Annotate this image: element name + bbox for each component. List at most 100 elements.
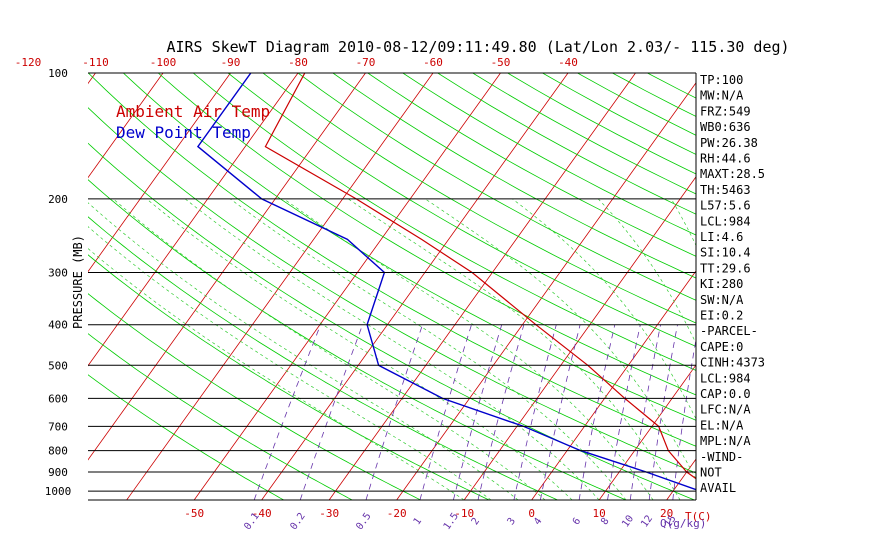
index-label: LCL:984 — [700, 371, 751, 385]
ambient-air-temp-line — [264, 73, 696, 480]
pressure-tick-label: 900 — [48, 466, 68, 479]
pressure-tick-label: 700 — [48, 420, 68, 433]
index-label: RH:44.6 — [700, 152, 751, 166]
index-label: CINH:4373 — [700, 356, 765, 370]
mixing-ratio-line — [783, 325, 797, 500]
moist-adiabat-line — [597, 198, 696, 345]
mixing-ratio-line — [578, 324, 616, 500]
mixing-ratio-tick-label: 6 — [571, 516, 583, 527]
mixing-ratio-line — [365, 324, 423, 500]
moist-adiabat-line — [88, 226, 492, 500]
dry-adiabat-line — [192, 73, 696, 371]
isotherm-line — [126, 73, 434, 500]
dry-adiabat-line — [88, 374, 284, 500]
pressure-tick-label: 600 — [48, 392, 68, 405]
dry-adiabat-line — [88, 293, 421, 500]
index-label: CAP:0.0 — [700, 387, 751, 401]
mixing-ratio-line — [648, 324, 678, 500]
isotherm-line — [0, 73, 28, 500]
isotherm-line — [261, 73, 569, 500]
isotherm-line — [396, 82, 696, 500]
index-label: TH:5463 — [700, 183, 751, 197]
index-label: CAPE:0 — [700, 340, 743, 354]
dry-adiabat-line — [227, 73, 696, 347]
dry-adiabat-line — [367, 73, 696, 257]
mixing-ratio-line — [419, 324, 472, 500]
pressure-tick-label: 300 — [48, 267, 68, 280]
dry-adiabat-line — [262, 73, 696, 324]
top-temp-tick-label: -40 — [558, 56, 578, 69]
isotherm-line — [193, 73, 501, 500]
pressure-tick-label: 200 — [48, 193, 68, 206]
isotherm-line — [88, 73, 366, 461]
mixing-ratio-tick-label: 4 — [532, 516, 544, 527]
mixing-ratio-tick-label: 0.5 — [354, 511, 373, 532]
dry-adiabat-line — [507, 73, 696, 175]
pressure-tick-label: 400 — [48, 319, 68, 332]
mixing-ratio-line — [513, 324, 557, 500]
mixing-ratio-tick-label: 10 — [620, 513, 636, 529]
top-temp-tick-label: -70 — [356, 56, 376, 69]
index-label: WB0:636 — [700, 120, 751, 134]
dry-adiabat-line — [88, 73, 696, 447]
mixing-ratio-line — [607, 324, 641, 500]
isotherm-line — [88, 73, 164, 179]
mixing-ratio-line — [299, 324, 363, 500]
moist-adiabat-line — [425, 198, 696, 480]
bottom-temp-tick-label: -50 — [184, 507, 204, 520]
dry-adiabat-line — [88, 333, 353, 500]
dry-adiabat-line — [647, 73, 696, 99]
index-label: NOT — [700, 466, 722, 480]
dry-adiabat-line — [157, 73, 696, 396]
mixing-ratio-tick-label: 8 — [599, 516, 611, 527]
moist-adiabat-line — [112, 198, 546, 500]
index-label: LCL:984 — [700, 214, 751, 228]
index-label: KI:280 — [700, 277, 743, 291]
bottom-temp-tick-label: -10 — [454, 507, 474, 520]
moist-adiabat-line — [229, 198, 627, 500]
legend-dew-point-temp: Dew Point Temp — [116, 123, 251, 142]
mixing-ratio-line — [672, 337, 696, 500]
mixing-ratio-line — [629, 324, 661, 500]
isotherm-line — [531, 270, 696, 500]
pressure-tick-label: 800 — [48, 445, 68, 458]
bottom-temp-tick-label: 20 — [660, 507, 673, 520]
dry-adiabat-line — [437, 73, 696, 215]
moist-adiabat-line — [146, 198, 573, 500]
index-label: EL:N/A — [700, 418, 744, 432]
dry-adiabat-line — [88, 254, 490, 500]
index-label: TP:100 — [700, 73, 743, 87]
bottom-temp-unit: T(C) — [685, 510, 712, 523]
index-label: FRZ:549 — [700, 104, 751, 118]
dry-adiabat-line — [332, 73, 696, 279]
mixing-ratio-unit: Q(g/kg) — [660, 517, 706, 530]
mixing-ratio-tick-label: 0.2 — [288, 511, 307, 532]
isotherm-line — [666, 458, 696, 500]
index-label: -WIND- — [700, 450, 743, 464]
chart-title: AIRS SkewT Diagram 2010-08-12/09:11:49.8… — [166, 38, 789, 56]
legend-ambient-air-temp: Ambient Air Temp — [116, 102, 270, 121]
bottom-temp-tick-label: -20 — [387, 507, 407, 520]
index-label: LFC:N/A — [700, 403, 751, 417]
moist-adiabat-line — [348, 198, 681, 500]
isotherm-line — [598, 364, 696, 500]
index-label: PW:26.38 — [700, 136, 758, 150]
index-label: -PARCEL- — [700, 324, 758, 338]
index-label: L57:5.6 — [700, 199, 751, 213]
mixing-ratio-line — [540, 324, 581, 500]
mixing-ratio-line — [477, 324, 525, 500]
dry-adiabat-line — [88, 179, 627, 500]
moist-adiabat-line — [283, 198, 654, 500]
pressure-tick-label: 100 — [48, 67, 68, 80]
moist-adiabat-line — [184, 198, 600, 500]
bottom-temp-tick-label: 10 — [593, 507, 606, 520]
bottom-temp-tick-label: 0 — [528, 507, 535, 520]
dry-adiabat-line — [88, 216, 558, 500]
mixing-ratio-tick-label: 1 — [412, 516, 424, 527]
index-label: AVAIL — [700, 481, 736, 495]
index-label: EI:0.2 — [700, 309, 743, 323]
pressure-tick-label: 500 — [48, 359, 68, 372]
mixing-ratio-tick-label: 12 — [639, 513, 655, 529]
index-label: MAXT:28.5 — [700, 167, 765, 181]
